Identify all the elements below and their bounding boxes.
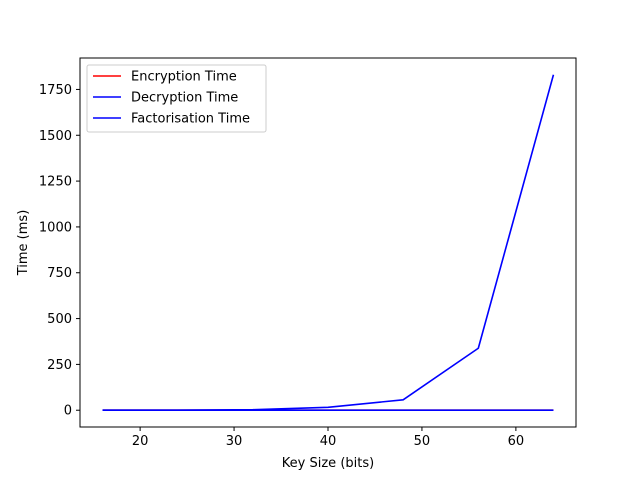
x-axis: 20 30 40 50 60: [132, 427, 524, 449]
plot-frame: [79, 57, 577, 428]
y-tick-label: 1000: [39, 220, 72, 235]
y-tick-label: 250: [47, 358, 72, 373]
y-tick-label: 0: [64, 404, 72, 419]
factorisation-time-line: [102, 74, 555, 412]
x-tick-label: 50: [414, 434, 431, 449]
x-tick-label: 20: [132, 434, 149, 449]
y-axis: 0 250 500 750 1000 1250 1500 1750: [39, 83, 80, 419]
y-tick-label: 1500: [39, 129, 72, 144]
x-tick-label: 60: [508, 434, 525, 449]
y-tick-label: 500: [47, 312, 72, 327]
legend-box: [86, 64, 267, 133]
encryption-time-legend-label: Encryption Time: [131, 70, 237, 85]
y-tick-label: 1750: [39, 83, 72, 98]
factorisation-time-legend-label: Factorisation Time: [131, 112, 250, 127]
x-tick-label: 30: [226, 434, 243, 449]
plot-area: [102, 74, 555, 412]
y-axis-label: Time (ms): [16, 210, 31, 277]
x-axis-label: Key Size (bits): [282, 456, 374, 471]
decryption-time-legend-label: Decryption Time: [131, 91, 238, 106]
y-tick-label: 750: [47, 266, 72, 281]
legend: Encryption Time Decryption Time Factorisat…: [86, 64, 267, 133]
y-tick-label: 1250: [39, 175, 72, 190]
x-tick-label: 40: [320, 434, 337, 449]
